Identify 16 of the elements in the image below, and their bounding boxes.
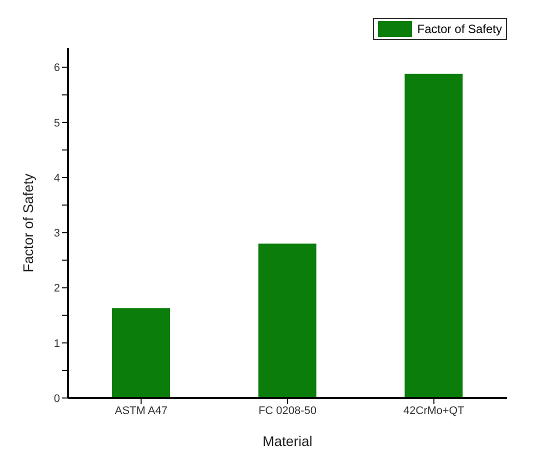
y-axis-title: Factor of Safety — [20, 174, 36, 272]
y-tick-label: 3 — [54, 228, 60, 240]
x-tick-label: FC 0208-50 — [258, 404, 317, 417]
x-axis-title: Material — [262, 433, 312, 449]
bar — [404, 74, 463, 398]
bar — [258, 244, 316, 398]
y-tick-label: 2 — [54, 282, 60, 295]
x-tick-label: 42CrMo+QT — [403, 404, 465, 417]
y-tick-label: 4 — [54, 172, 60, 184]
y-tick-label: 1 — [54, 338, 60, 350]
x-tick-label: ASTM A47 — [114, 404, 168, 417]
y-tick-label: 5 — [54, 117, 60, 130]
legend-label: Factor of Safety — [417, 22, 502, 36]
bar — [112, 308, 170, 398]
y-tick-label: 6 — [54, 62, 60, 74]
y-tick-label: 0 — [54, 392, 60, 405]
